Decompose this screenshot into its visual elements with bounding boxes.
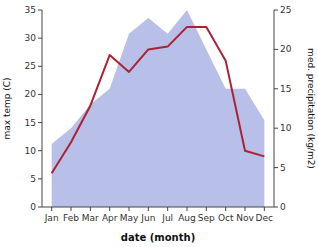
temperature-line xyxy=(52,27,265,173)
x-tick-label: Sep xyxy=(198,213,215,223)
y2-tick-label: 15 xyxy=(280,84,291,94)
y-tick-label: 0 xyxy=(30,202,36,212)
y-axis-line xyxy=(42,10,43,207)
x-tick-label: Dec xyxy=(256,213,273,223)
plot-area xyxy=(52,10,265,207)
y-tick xyxy=(38,122,42,123)
precipitation-area xyxy=(52,10,265,207)
y-tick xyxy=(38,178,42,179)
x-tick xyxy=(167,207,168,211)
chart-container: 051015202530350510152025JanFebMarAprMayJ… xyxy=(0,0,318,247)
y2-tick-label: 0 xyxy=(280,202,286,212)
chart: 051015202530350510152025JanFebMarAprMayJ… xyxy=(0,0,318,247)
x-tick xyxy=(225,207,226,211)
x-tick xyxy=(245,207,246,211)
x-tick-label: Oct xyxy=(218,213,234,223)
x-tick xyxy=(90,207,91,211)
x-tick-label: Nov xyxy=(236,213,254,223)
y-tick-label: 15 xyxy=(25,118,36,128)
x-tick-label: May xyxy=(120,213,139,223)
x-tick xyxy=(206,207,207,211)
x-tick xyxy=(264,207,265,211)
x-tick xyxy=(51,207,52,211)
y-tick-label: 10 xyxy=(25,146,37,156)
y2-tick xyxy=(274,207,278,208)
y2-tick xyxy=(274,49,278,50)
x-axis-title: date (month) xyxy=(121,232,195,243)
x-tick xyxy=(109,207,110,211)
x-tick-label: Apr xyxy=(102,213,118,223)
x-tick-label: Jul xyxy=(161,213,173,223)
y-tick xyxy=(38,38,42,39)
y2-tick-label: 25 xyxy=(280,5,291,15)
y2-tick-label: 20 xyxy=(280,44,292,54)
y-tick-label: 20 xyxy=(25,89,37,99)
y2-tick xyxy=(274,167,278,168)
y-tick-label: 35 xyxy=(25,5,36,15)
y2-axis-title: med. precipitation (kg/m2) xyxy=(306,48,316,169)
y2-tick xyxy=(274,10,278,11)
x-tick-label: Feb xyxy=(63,213,79,223)
y2-tick-label: 5 xyxy=(280,163,286,173)
x-tick xyxy=(148,207,149,211)
y-tick xyxy=(38,207,42,208)
x-tick-label: Mar xyxy=(82,213,99,223)
x-tick-label: Aug xyxy=(178,213,196,223)
x-tick xyxy=(71,207,72,211)
y-tick xyxy=(38,10,42,11)
y-tick xyxy=(38,66,42,67)
y-tick-label: 30 xyxy=(25,33,37,43)
y-axis-title: max temp (C) xyxy=(2,77,12,139)
x-tick xyxy=(187,207,188,211)
axes: 051015202530350510152025JanFebMarAprMayJ… xyxy=(25,5,292,223)
y-tick xyxy=(38,94,42,95)
x-axis-line xyxy=(42,207,274,208)
y-tick-label: 5 xyxy=(30,174,36,184)
y-tick-label: 25 xyxy=(25,61,36,71)
y2-tick-label: 10 xyxy=(280,123,292,133)
y2-tick xyxy=(274,88,278,89)
x-tick-label: Jan xyxy=(44,213,59,223)
y2-axis-line xyxy=(274,10,275,207)
x-tick xyxy=(129,207,130,211)
y-tick xyxy=(38,150,42,151)
y2-tick xyxy=(274,128,278,129)
x-tick-label: Jun xyxy=(140,213,155,223)
